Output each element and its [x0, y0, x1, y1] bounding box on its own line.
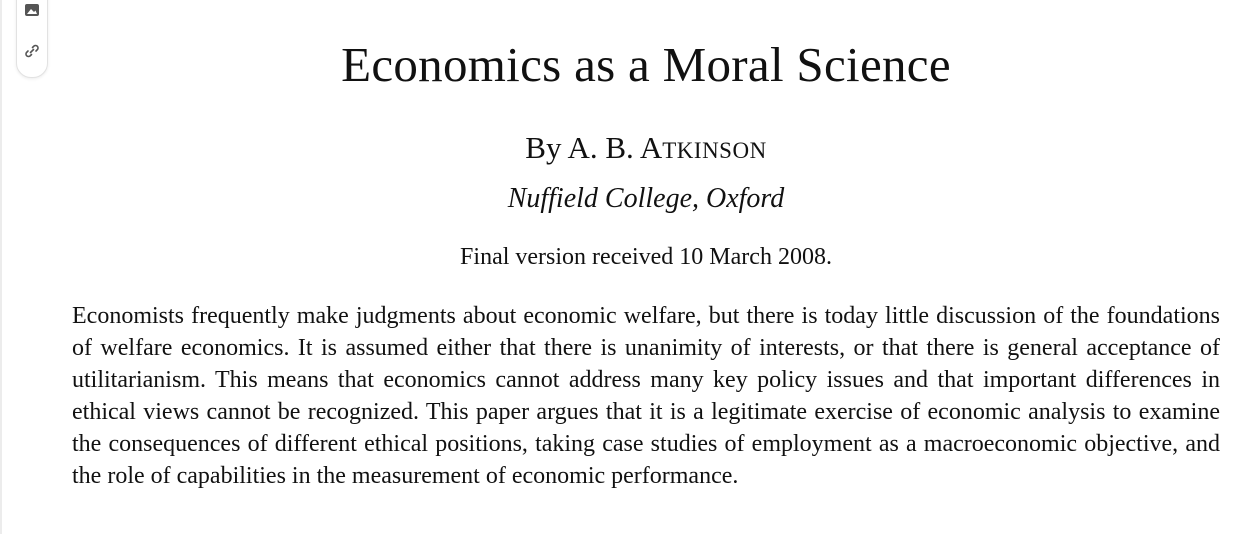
floating-toolbar — [16, 0, 48, 78]
author-surname-rest: TKINSON — [662, 138, 767, 163]
link-icon[interactable] — [24, 43, 40, 59]
byline-prefix: By A. B. — [525, 130, 634, 165]
author-affiliation: Nuffield College, Oxford — [507, 183, 785, 214]
author-surname-initial: A — [639, 130, 663, 165]
image-icon[interactable] — [24, 2, 40, 18]
received-date: Final version received 10 March 2008. — [460, 244, 832, 270]
paper-title: Economics as a Moral Science — [341, 37, 951, 92]
author-byline: By A. B. ATKINSON — [0, 128, 1246, 171]
abstract: Economists frequently make judgments abo… — [72, 303, 1220, 489]
left-rail — [0, 0, 2, 534]
